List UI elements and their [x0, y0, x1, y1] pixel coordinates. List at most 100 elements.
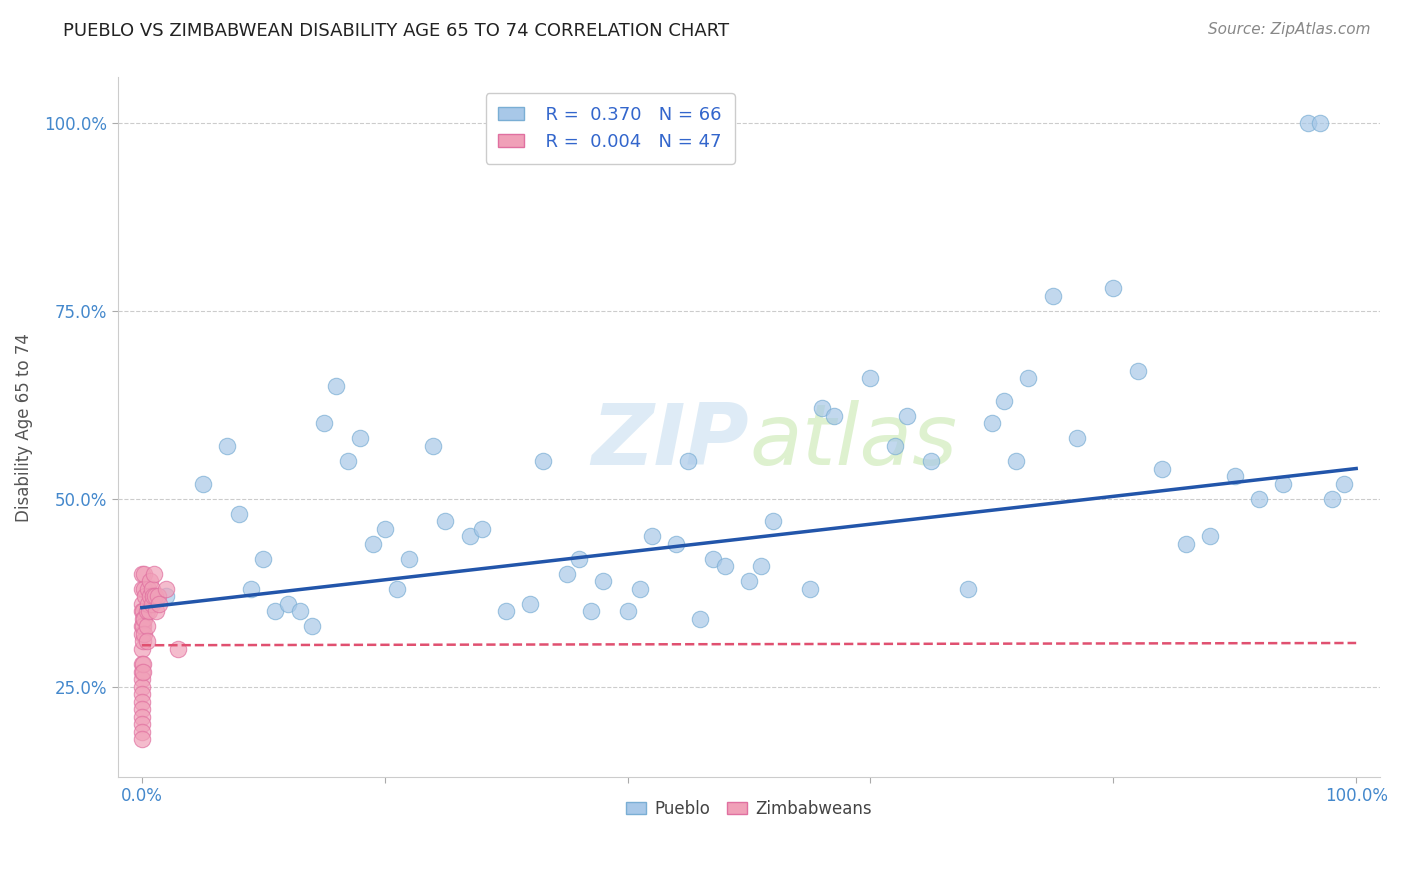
Point	[131, 702, 153, 716]
Point	[136, 597, 159, 611]
Point	[138, 604, 160, 618]
Point	[143, 566, 166, 581]
Point	[434, 514, 457, 528]
Point	[823, 409, 845, 423]
Text: Source: ZipAtlas.com: Source: ZipAtlas.com	[1208, 22, 1371, 37]
Point	[422, 439, 444, 453]
Point	[148, 597, 170, 611]
Point	[288, 604, 311, 618]
Point	[1005, 454, 1028, 468]
Point	[458, 529, 481, 543]
Point	[1066, 432, 1088, 446]
Point	[155, 590, 177, 604]
Text: atlas: atlas	[749, 400, 957, 483]
Point	[531, 454, 554, 468]
Point	[167, 642, 190, 657]
Point	[131, 619, 153, 633]
Point	[131, 732, 153, 747]
Point	[252, 551, 274, 566]
Point	[702, 551, 724, 566]
Point	[191, 476, 214, 491]
Y-axis label: Disability Age 65 to 74: Disability Age 65 to 74	[15, 333, 32, 522]
Point	[1333, 476, 1355, 491]
Point	[1042, 288, 1064, 302]
Point	[1126, 364, 1149, 378]
Point	[337, 454, 360, 468]
Point	[134, 590, 156, 604]
Point	[131, 724, 153, 739]
Point	[1199, 529, 1222, 543]
Point	[1247, 491, 1270, 506]
Point	[616, 604, 638, 618]
Legend: Pueblo, Zimbabweans: Pueblo, Zimbabweans	[620, 793, 879, 824]
Point	[155, 582, 177, 596]
Point	[689, 612, 711, 626]
Point	[228, 507, 250, 521]
Point	[131, 566, 153, 581]
Point	[134, 627, 156, 641]
Point	[628, 582, 651, 596]
Point	[131, 687, 153, 701]
Point	[277, 597, 299, 611]
Point	[641, 529, 664, 543]
Point	[1296, 115, 1319, 129]
Point	[131, 597, 153, 611]
Point	[131, 604, 153, 618]
Point	[132, 657, 155, 671]
Point	[519, 597, 541, 611]
Point	[142, 590, 165, 604]
Point	[131, 657, 153, 671]
Point	[738, 574, 761, 589]
Point	[349, 432, 371, 446]
Point	[398, 551, 420, 566]
Point	[136, 582, 159, 596]
Point	[301, 619, 323, 633]
Point	[920, 454, 942, 468]
Point	[131, 665, 153, 679]
Point	[555, 566, 578, 581]
Text: PUEBLO VS ZIMBABWEAN DISABILITY AGE 65 TO 74 CORRELATION CHART: PUEBLO VS ZIMBABWEAN DISABILITY AGE 65 T…	[63, 22, 730, 40]
Point	[678, 454, 700, 468]
Point	[146, 590, 169, 604]
Point	[471, 522, 494, 536]
Point	[811, 401, 834, 416]
Point	[131, 717, 153, 731]
Point	[139, 590, 162, 604]
Point	[131, 642, 153, 657]
Point	[132, 604, 155, 618]
Point	[135, 634, 157, 648]
Point	[132, 612, 155, 626]
Point	[361, 537, 384, 551]
Point	[135, 604, 157, 618]
Point	[264, 604, 287, 618]
Point	[579, 604, 602, 618]
Point	[495, 604, 517, 618]
Point	[883, 439, 905, 453]
Point	[134, 612, 156, 626]
Point	[956, 582, 979, 596]
Point	[131, 672, 153, 686]
Point	[132, 665, 155, 679]
Point	[762, 514, 785, 528]
Point	[1320, 491, 1343, 506]
Point	[132, 634, 155, 648]
Point	[134, 582, 156, 596]
Text: ZIP: ZIP	[592, 400, 749, 483]
Point	[1272, 476, 1295, 491]
Point	[141, 597, 163, 611]
Point	[1102, 281, 1125, 295]
Point	[993, 393, 1015, 408]
Point	[143, 590, 166, 604]
Point	[132, 619, 155, 633]
Point	[131, 627, 153, 641]
Point	[131, 709, 153, 723]
Point	[749, 559, 772, 574]
Point	[215, 439, 238, 453]
Point	[665, 537, 688, 551]
Point	[141, 582, 163, 596]
Point	[145, 604, 167, 618]
Point	[135, 619, 157, 633]
Point	[385, 582, 408, 596]
Point	[325, 378, 347, 392]
Point	[374, 522, 396, 536]
